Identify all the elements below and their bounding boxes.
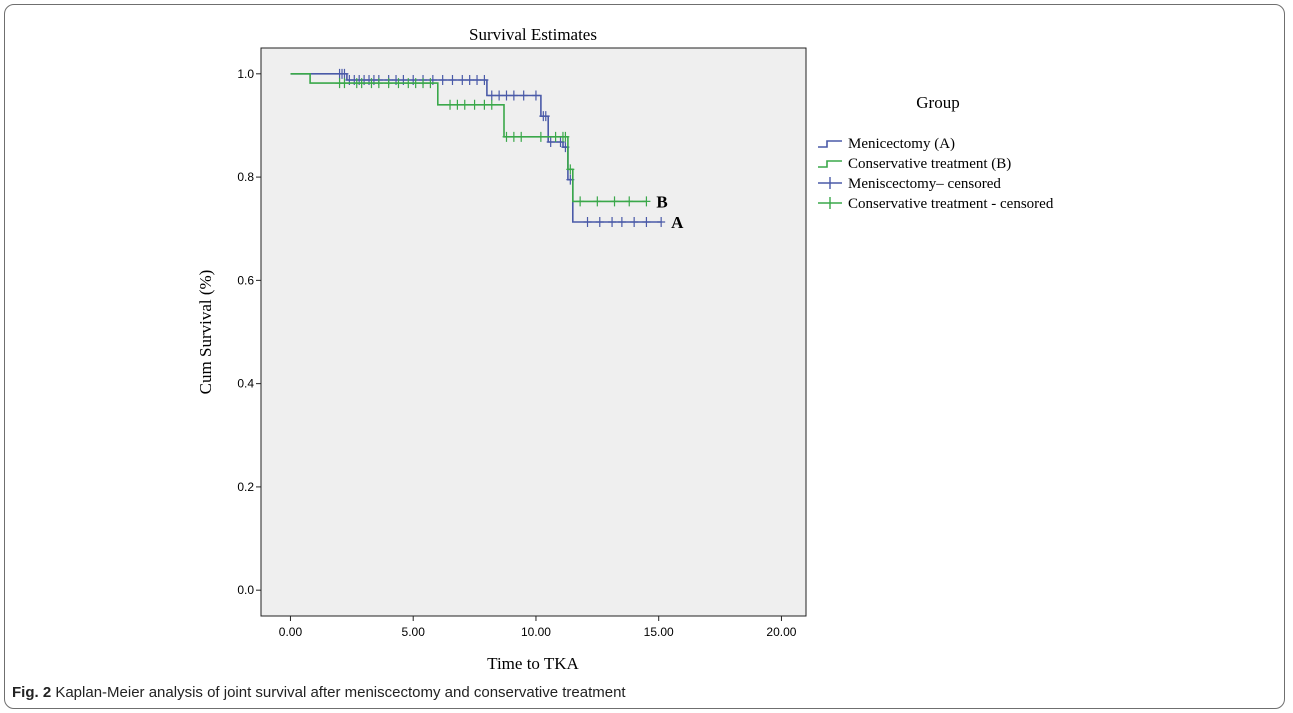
caption-text: Kaplan-Meier analysis of joint survival …: [51, 684, 626, 701]
conservative-censor-mark: [551, 131, 560, 142]
meniscectomy-censor-mark: [642, 217, 651, 228]
series-annotation-A: A: [671, 213, 684, 232]
meniscectomy-censor-mark: [617, 217, 626, 228]
conservative-censor-mark: [561, 131, 570, 142]
legend-label: Conservative treatment (B): [848, 156, 1011, 172]
meniscectomy-censor-mark: [541, 111, 550, 122]
legend-censor-swatch: [818, 197, 842, 209]
conservative-censor-mark: [384, 78, 393, 89]
meniscectomy-censor-mark: [495, 90, 504, 101]
x-tick-label: 10.00: [521, 625, 551, 639]
conservative-censor-mark: [367, 78, 376, 89]
y-tick-label: 0.2: [237, 480, 254, 494]
conservative-censor-mark: [426, 78, 435, 89]
legend-label: Meniscectomy– censored: [848, 176, 1001, 192]
y-tick-label: 0.0: [237, 583, 254, 597]
conservative-censor-mark: [642, 196, 651, 207]
conservative-censor-mark: [480, 99, 489, 110]
meniscectomy-censor-mark: [608, 217, 617, 228]
y-tick-label: 0.6: [237, 273, 254, 287]
meniscectomy-censor-mark: [546, 136, 555, 147]
legend-step-swatch: [818, 160, 842, 168]
meniscectomy-censor-mark: [465, 75, 474, 86]
conservative-censor-mark: [487, 99, 496, 110]
figure-caption: Fig. 2 Kaplan-Meier analysis of joint su…: [12, 684, 626, 701]
meniscectomy-censor-mark: [438, 75, 447, 86]
x-tick-label: 20.00: [766, 625, 796, 639]
conservative-censor-mark: [374, 78, 383, 89]
conservative-censor-mark: [394, 78, 403, 89]
y-tick-label: 1.0: [237, 67, 254, 81]
meniscectomy-censor-mark: [509, 90, 518, 101]
meniscectomy-censor-mark: [556, 136, 565, 147]
meniscectomy-censor-mark: [458, 75, 467, 86]
meniscectomy-censor-mark: [340, 68, 349, 79]
conservative-censor-mark: [610, 196, 619, 207]
chart-title: Survival Estimates: [469, 25, 597, 44]
conservative-censor-mark: [536, 131, 545, 142]
legend: Group Menicectomy (A) Conservative treatm…: [818, 93, 1054, 212]
series-annotation-B: B: [656, 192, 667, 211]
conservative-censor-mark: [460, 99, 469, 110]
conservative-censor-mark: [470, 99, 479, 110]
conservative-censor-mark: [625, 196, 634, 207]
x-tick-label: 5.00: [402, 625, 426, 639]
conservative-censor-mark: [357, 78, 366, 89]
conservative-censor-mark: [419, 78, 428, 89]
legend-label: Menicectomy (A): [848, 136, 955, 152]
caption-label: Fig. 2: [12, 684, 52, 701]
meniscectomy-censor-mark: [480, 75, 489, 86]
meniscectomy-censor-mark: [595, 217, 604, 228]
meniscectomy-censor-mark: [448, 75, 457, 86]
meniscectomy-censor-mark: [519, 90, 528, 101]
conservative-censor-mark: [453, 99, 462, 110]
meniscectomy-censor-mark: [531, 90, 540, 101]
y-axis-label: Cum Survival (%): [196, 270, 215, 395]
meniscectomy-censor-mark: [487, 90, 496, 101]
meniscectomy-censor-mark: [583, 217, 592, 228]
conservative-censor-mark: [576, 196, 585, 207]
conservative-survival-line: [290, 73, 647, 203]
y-tick-label: 0.8: [237, 170, 254, 184]
legend-step-swatch: [818, 140, 842, 148]
conservative-censor-mark: [502, 131, 511, 142]
legend-title: Group: [916, 93, 959, 112]
series-layer: AB: [290, 68, 684, 232]
conservative-censor-mark: [404, 78, 413, 89]
meniscectomy-censor-mark: [630, 217, 639, 228]
conservative-censor-mark: [593, 196, 602, 207]
meniscectomy-censor-mark: [473, 75, 482, 86]
axis-ticks: 0.00 5.00 10.00 15.00 20.00 0.0 0.2 0.4 0.6 0.8 1.…: [237, 67, 796, 639]
meniscectomy-censor-mark: [502, 90, 511, 101]
x-tick-label: 15.00: [644, 625, 674, 639]
y-tick-label: 0.4: [237, 377, 254, 391]
conservative-censor-mark: [566, 164, 575, 175]
legend-censor-swatch: [818, 177, 842, 189]
conservative-censor-mark: [517, 131, 526, 142]
x-axis-label: Time to TKA: [487, 654, 579, 673]
x-tick-label: 0.00: [279, 625, 303, 639]
legend-label: Conservative treatment - censored: [848, 196, 1054, 212]
conservative-censor-mark: [340, 78, 349, 89]
conservative-censor-mark: [446, 99, 455, 110]
conservative-censor-mark: [509, 131, 518, 142]
meniscectomy-censor-mark: [657, 217, 666, 228]
conservative-censor-mark: [411, 78, 420, 89]
plot-area: [260, 47, 807, 617]
